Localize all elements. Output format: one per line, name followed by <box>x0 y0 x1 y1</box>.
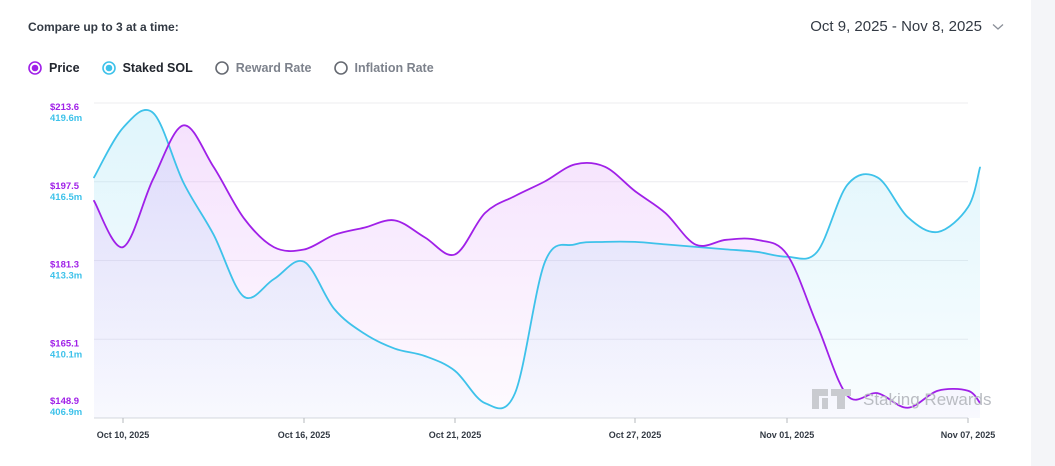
data-point-staked-sol[interactable] <box>542 259 548 265</box>
legend-item-price[interactable]: Price <box>28 61 80 75</box>
y-tick-label-price: $148.9 <box>50 396 79 407</box>
data-point-price[interactable] <box>271 244 277 250</box>
data-point-price[interactable] <box>542 178 548 184</box>
x-tick-label: Nov 01, 2025 <box>760 430 815 440</box>
data-point-staked-sol[interactable] <box>905 214 911 220</box>
data-point-price[interactable] <box>211 164 217 170</box>
radio-unchecked-icon <box>214 61 229 75</box>
compare-label: Compare up to 3 at a time: <box>28 20 179 34</box>
data-point-price[interactable] <box>91 198 97 204</box>
data-point-price[interactable] <box>512 193 518 199</box>
y-tick-label-price: $165.1 <box>50 338 80 349</box>
data-point-price[interactable] <box>331 232 337 238</box>
x-tick-label: Oct 27, 2025 <box>609 430 662 440</box>
data-point-staked-sol[interactable] <box>301 259 307 265</box>
data-point-staked-sol[interactable] <box>271 276 277 282</box>
legend-item-reward-rate[interactable]: Reward Rate <box>214 61 312 75</box>
legend-label: Inflation Rate <box>354 61 434 75</box>
series-area-price <box>94 125 980 418</box>
data-point-staked-sol[interactable] <box>361 331 367 337</box>
staking-rewards-logo-icon <box>812 389 851 409</box>
data-point-staked-sol[interactable] <box>844 182 850 188</box>
x-axis-labels: Oct 10, 2025 Oct 16, 2025 Oct 21, 2025 Oct … <box>97 430 996 440</box>
data-point-staked-sol[interactable] <box>512 390 518 396</box>
date-range-text: Oct 9, 2025 - Nov 8, 2025 <box>810 18 982 35</box>
watermark-text: Staking Rewards <box>863 390 992 409</box>
data-point-staked-sol[interactable] <box>422 353 428 359</box>
data-point-price[interactable] <box>482 210 488 216</box>
data-point-staked-sol[interactable] <box>977 164 983 170</box>
x-tick-label: Nov 07, 2025 <box>941 430 996 440</box>
legend-label: Staked SOL <box>122 61 193 75</box>
data-point-staked-sol[interactable] <box>211 231 217 237</box>
data-point-staked-sol[interactable] <box>662 241 668 247</box>
data-point-staked-sol[interactable] <box>392 346 398 352</box>
radio-checked-icon <box>101 61 116 75</box>
series-areas <box>94 109 980 418</box>
data-point-price[interactable] <box>241 215 247 221</box>
data-point-price[interactable] <box>361 225 367 231</box>
data-point-price[interactable] <box>120 244 126 250</box>
right-scroll-rail <box>1031 0 1055 466</box>
data-point-staked-sol[interactable] <box>754 249 760 255</box>
y-tick-label-staked-sol: 410.1m <box>50 349 82 360</box>
data-point-price[interactable] <box>754 237 760 243</box>
data-point-price[interactable] <box>784 251 790 257</box>
data-point-price[interactable] <box>180 122 186 128</box>
data-point-price[interactable] <box>632 188 638 194</box>
y-tick-label-staked-sol: 406.9m <box>50 407 82 418</box>
x-tick-label: Oct 21, 2025 <box>429 430 482 440</box>
data-point-staked-sol[interactable] <box>482 400 488 406</box>
y-tick-label-price: $213.6 <box>50 102 79 113</box>
data-point-staked-sol[interactable] <box>965 204 971 210</box>
data-point-staked-sol[interactable] <box>91 174 97 180</box>
legend-label: Reward Rate <box>235 61 312 75</box>
data-point-staked-sol[interactable] <box>120 125 126 131</box>
legend-label: Price <box>49 61 80 75</box>
data-point-staked-sol[interactable] <box>572 241 578 247</box>
data-point-price[interactable] <box>693 242 699 248</box>
radio-checked-icon <box>28 61 42 75</box>
data-point-staked-sol[interactable] <box>935 229 941 235</box>
date-range-dropdown[interactable]: Oct 9, 2025 - Nov 8, 2025 <box>810 18 1004 35</box>
y-tick-label-staked-sol: 413.3m <box>50 271 82 282</box>
metric-legend: Price Staked SOL Reward Rate Inflation R… <box>28 61 434 75</box>
data-point-price[interactable] <box>301 247 307 253</box>
x-tick-label: Oct 10, 2025 <box>97 430 150 440</box>
data-point-price[interactable] <box>572 161 578 167</box>
series-line-staked-sol[interactable] <box>93 109 981 410</box>
data-point-price[interactable] <box>452 251 458 257</box>
data-point-staked-sol[interactable] <box>241 293 247 299</box>
data-point-price[interactable] <box>150 176 156 182</box>
data-point-price[interactable] <box>814 322 820 328</box>
data-point-price[interactable] <box>392 217 398 223</box>
data-point-staked-sol[interactable] <box>150 110 156 116</box>
chevron-down-icon <box>992 23 1004 30</box>
data-point-price[interactable] <box>662 210 668 216</box>
chart-card: Compare up to 3 at a time: Oct 9, 2025 -… <box>14 0 1020 466</box>
radio-unchecked-icon <box>333 61 348 75</box>
y-tick-label-price: $197.5 <box>50 181 80 192</box>
data-point-price[interactable] <box>602 164 608 170</box>
data-point-price[interactable] <box>723 237 729 243</box>
data-point-staked-sol[interactable] <box>452 368 458 374</box>
data-point-price[interactable] <box>422 234 428 240</box>
data-point-staked-sol[interactable] <box>331 306 337 312</box>
y-tick-label-staked-sol: 419.6m <box>50 113 82 124</box>
data-point-staked-sol[interactable] <box>814 249 820 255</box>
y-tick-label-staked-sol: 416.5m <box>50 192 82 203</box>
legend-item-inflation-rate[interactable]: Inflation Rate <box>333 61 434 75</box>
data-point-staked-sol[interactable] <box>180 179 186 185</box>
data-point-staked-sol[interactable] <box>723 246 729 252</box>
data-point-staked-sol[interactable] <box>632 239 638 245</box>
data-point-staked-sol[interactable] <box>602 239 608 245</box>
legend-item-staked-sol[interactable]: Staked SOL <box>101 61 193 75</box>
x-tick-label: Oct 16, 2025 <box>278 430 331 440</box>
y-tick-label-price: $181.3 <box>50 260 79 271</box>
watermark: Staking Rewards <box>812 389 992 409</box>
data-point-staked-sol[interactable] <box>875 174 881 180</box>
